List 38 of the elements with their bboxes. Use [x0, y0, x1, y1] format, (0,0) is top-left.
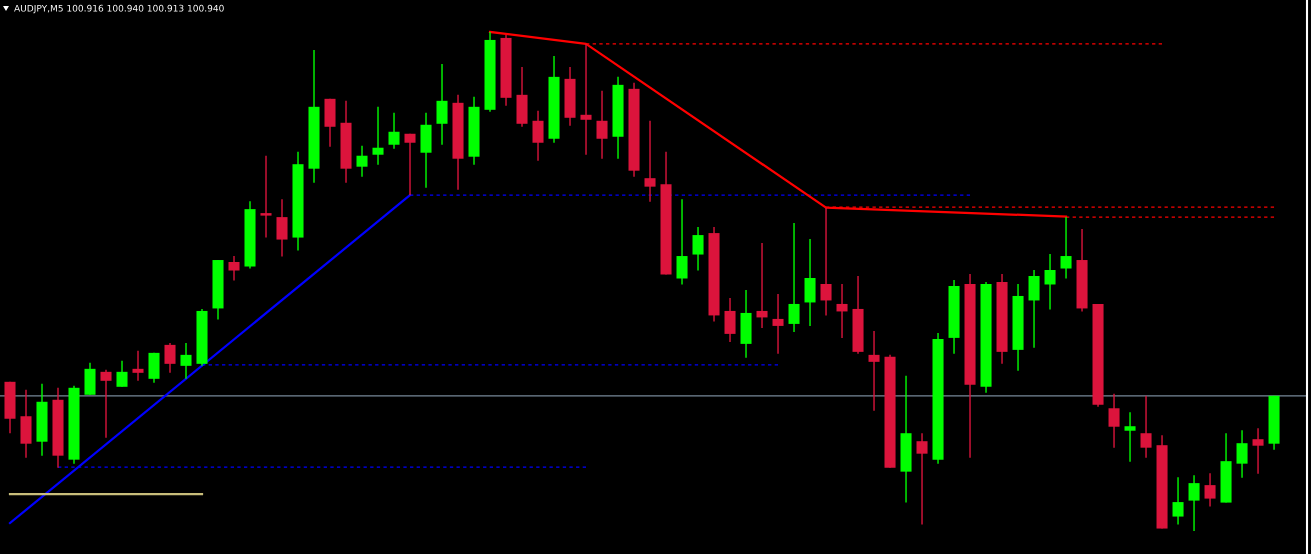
candlestick: [436, 63, 448, 146]
candlestick: [644, 120, 656, 203]
candlestick: [116, 360, 128, 388]
candlestick: [1124, 411, 1136, 463]
candlestick: [1060, 216, 1072, 280]
candlestick: [388, 112, 400, 150]
candlestick: [868, 330, 880, 412]
candlestick: [1172, 476, 1184, 526]
candlestick: [356, 145, 368, 178]
candlestick: [372, 106, 384, 166]
candlestick: [596, 90, 608, 160]
candlestick: [276, 198, 288, 258]
candlestick: [1236, 429, 1248, 479]
chart-title: AUDJPY,M5 100.916 100.940 100.913 100.940: [14, 4, 224, 14]
candlestick: [404, 133, 416, 196]
candlestick: [260, 155, 272, 239]
candlestick: [756, 242, 768, 329]
candlestick: [916, 432, 928, 526]
candlestick: [724, 297, 736, 343]
candlestick: [692, 226, 704, 272]
candlestick: [580, 43, 592, 156]
candlestick: [228, 255, 240, 282]
candlestick: [180, 342, 192, 380]
candlestick: [1108, 393, 1120, 449]
candlestick: [836, 283, 848, 339]
candlestick: [1188, 474, 1200, 532]
candlestick: [1252, 427, 1264, 475]
candlestick: [788, 222, 800, 333]
candlestick: [100, 369, 112, 439]
candlestick: [820, 207, 832, 317]
candlestick: [1044, 253, 1056, 311]
candlestick: [532, 110, 544, 162]
candlestick: [132, 350, 144, 382]
candlestick: [164, 342, 176, 374]
candlestick: [1204, 472, 1216, 508]
candlestick: [676, 198, 688, 286]
candlestick: [772, 293, 784, 355]
candlestick: [1140, 395, 1152, 459]
